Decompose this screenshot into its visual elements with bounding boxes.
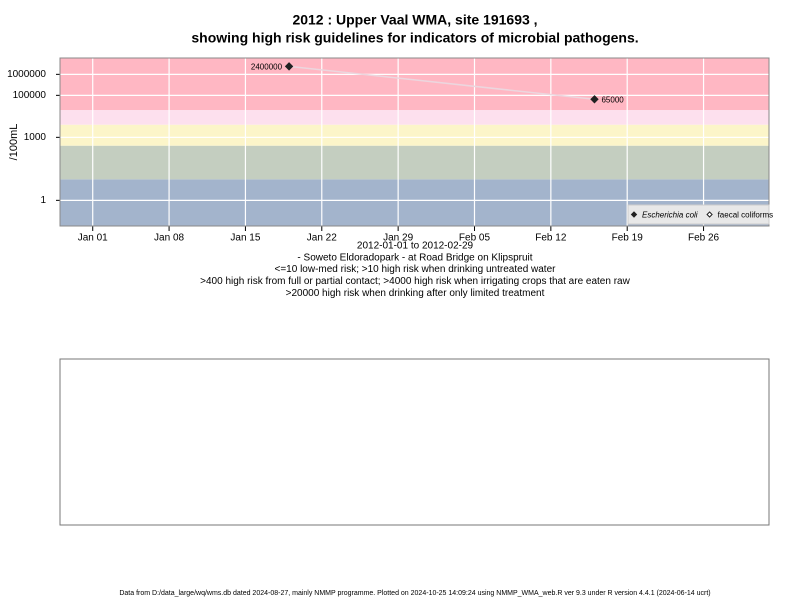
note: >400 high risk from full or partial cont… (200, 276, 630, 287)
x-tick-label: Jan 08 (154, 233, 184, 244)
risk-band (60, 58, 769, 111)
risk-band (60, 110, 769, 125)
legend-marker (706, 211, 713, 218)
data-label: 2400000 (251, 62, 283, 71)
legend-label: faecal coliforms (718, 211, 774, 220)
data-label: 65000 (601, 95, 624, 104)
y-tick-label: 1000 (24, 132, 47, 143)
x-tick-label: Jan 29 (383, 233, 413, 244)
note: <=10 low-med risk; >10 high risk when dr… (275, 264, 557, 275)
series-line (288, 65, 595, 101)
data-point (590, 95, 599, 104)
x-tick-label: Feb 19 (612, 233, 644, 244)
legend-marker (630, 211, 638, 218)
chart-subtitle: showing high risk guidelines for indicat… (191, 30, 638, 46)
note: >20000 high risk when drinking after onl… (286, 288, 545, 299)
x-tick-label: Feb 12 (535, 233, 567, 244)
footer: Data from D:/data_large/wq/wms.db dated … (119, 590, 710, 597)
risk-band (60, 145, 769, 180)
x-tick-label: Jan 22 (307, 233, 337, 244)
plot-frame (59, 57, 770, 227)
legend-label: Escherichia coli (642, 211, 698, 220)
empty-panel (59, 358, 770, 526)
x-tick-label: Jan 15 (230, 233, 260, 244)
x-tick-label: Jan 01 (78, 233, 108, 244)
data-point (284, 62, 294, 71)
note: 2012-01-01 to 2012-02-29 (357, 241, 474, 252)
y-tick-label: 1 (40, 195, 46, 206)
legend-box (627, 204, 770, 225)
chart-title: 2012 : Upper Vaal WMA, site 191693 , (292, 12, 537, 28)
y-tick-label: 100000 (13, 90, 47, 101)
y-tick-label: 1000000 (7, 69, 46, 80)
note: - Soweto Eldoradopark - at Road Bridge o… (297, 252, 532, 263)
risk-band (60, 124, 769, 146)
y-axis-label: /100mL (8, 124, 20, 161)
x-tick-label: Feb 26 (688, 233, 720, 244)
x-tick-label: Feb 05 (459, 233, 491, 244)
